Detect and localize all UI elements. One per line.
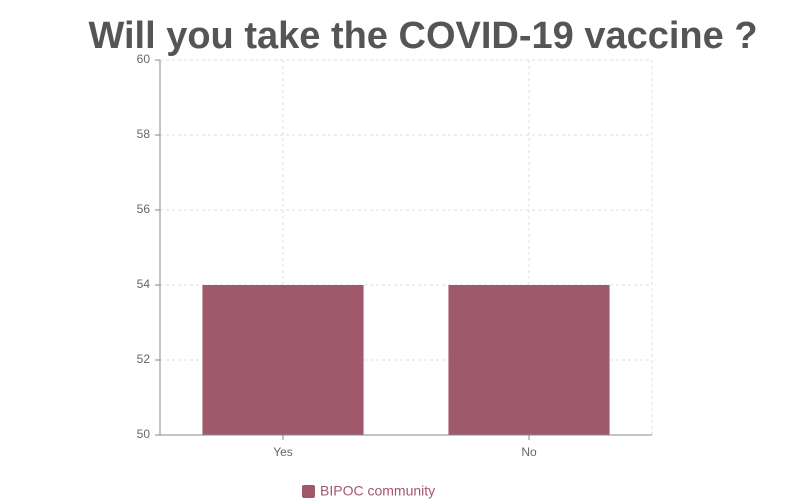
y-tick-label: 56 [137,202,151,216]
y-tick-label: 50 [137,427,151,441]
bar [202,285,364,435]
chart-title: Will you take the COVID-19 vaccine ? [88,15,757,57]
legend-swatch [302,485,315,498]
y-tick-label: 60 [137,52,151,66]
x-tick-label: No [521,445,537,459]
y-tick-label: 58 [137,127,151,141]
y-tick-label: 54 [137,277,151,291]
legend-label: BIPOC community [320,483,435,499]
x-tick-label: Yes [273,445,293,459]
y-tick-label: 52 [137,352,151,366]
bar [448,285,610,435]
